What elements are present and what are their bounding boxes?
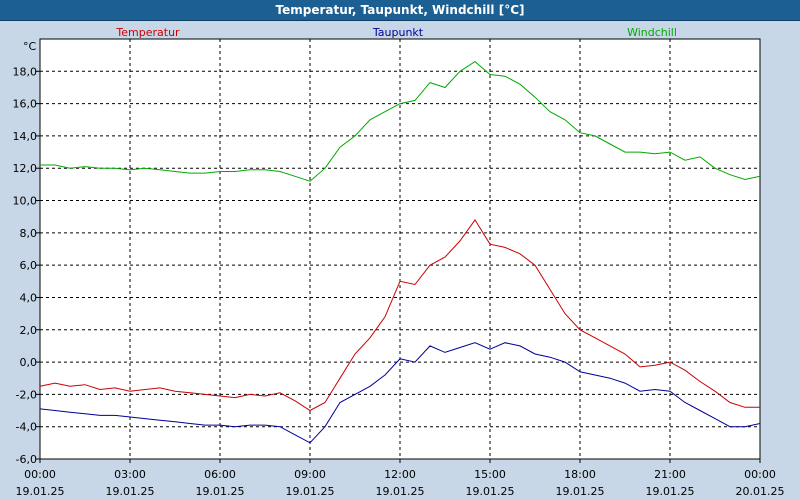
x-tick-time: 00:00 [744,468,776,481]
x-tick-date: 19.01.25 [646,485,695,498]
chart-title: Temperatur, Taupunkt, Windchill [°C] [0,0,800,21]
y-tick-label: 2,0 [20,324,38,337]
y-axis-unit: °C [23,40,37,53]
temperatur-line [39,218,760,412]
x-tick-date: 19.01.25 [466,485,515,498]
x-tick-date: 19.01.25 [196,485,245,498]
x-tick-date: 19.01.25 [106,485,155,498]
y-tick-label: 8,0 [20,227,38,240]
x-tick-time: 00:00 [24,468,56,481]
series-lines [39,60,761,444]
x-tick-time: 12:00 [384,468,416,481]
x-tick-time: 21:00 [654,468,686,481]
legend: Temperatur Taupunkt Windchill [115,26,677,39]
x-tick-date: 20.01.25 [736,485,785,498]
y-tick-label: 12,0 [13,162,38,175]
x-tick-date: 19.01.25 [376,485,425,498]
y-tick-label: 6,0 [20,259,38,272]
x-tick-date: 19.01.25 [286,485,335,498]
legend-taupunkt: Taupunkt [372,26,424,39]
x-tick-date: 19.01.25 [16,485,65,498]
windchill-line [40,60,761,182]
x-tick-time: 03:00 [114,468,146,481]
y-tick-label: -4,0 [16,421,37,434]
y-axis: 18,0 16,0 14,0 12,0 10,0 8,0 6,0 4,0 2,0 0,0 -2,0 -… [13,65,40,466]
x-tick-time: 09:00 [294,468,326,481]
x-tick-time: 15:00 [474,468,506,481]
y-tick-label: 10,0 [13,195,38,208]
y-tick-label: 0,0 [20,356,38,369]
x-tick-date: 19.01.25 [556,485,605,498]
y-tick-label: 16,0 [13,98,38,111]
y-tick-label: 14,0 [13,130,38,143]
taupunkt-line [39,342,761,444]
y-tick-label: 4,0 [20,291,38,304]
x-tick-time: 18:00 [564,468,596,481]
x-axis: 00:00 19.01.25 03:00 19.01.25 06:00 19.01.25 0… [16,459,785,498]
legend-windchill: Windchill [627,26,677,39]
y-tick-label: -6,0 [16,453,37,466]
grid-lines [40,39,760,459]
y-tick-label: 18,0 [13,65,38,78]
legend-temperatur: Temperatur [115,26,180,39]
y-tick-label: -2,0 [16,388,37,401]
x-tick-time: 06:00 [204,468,236,481]
